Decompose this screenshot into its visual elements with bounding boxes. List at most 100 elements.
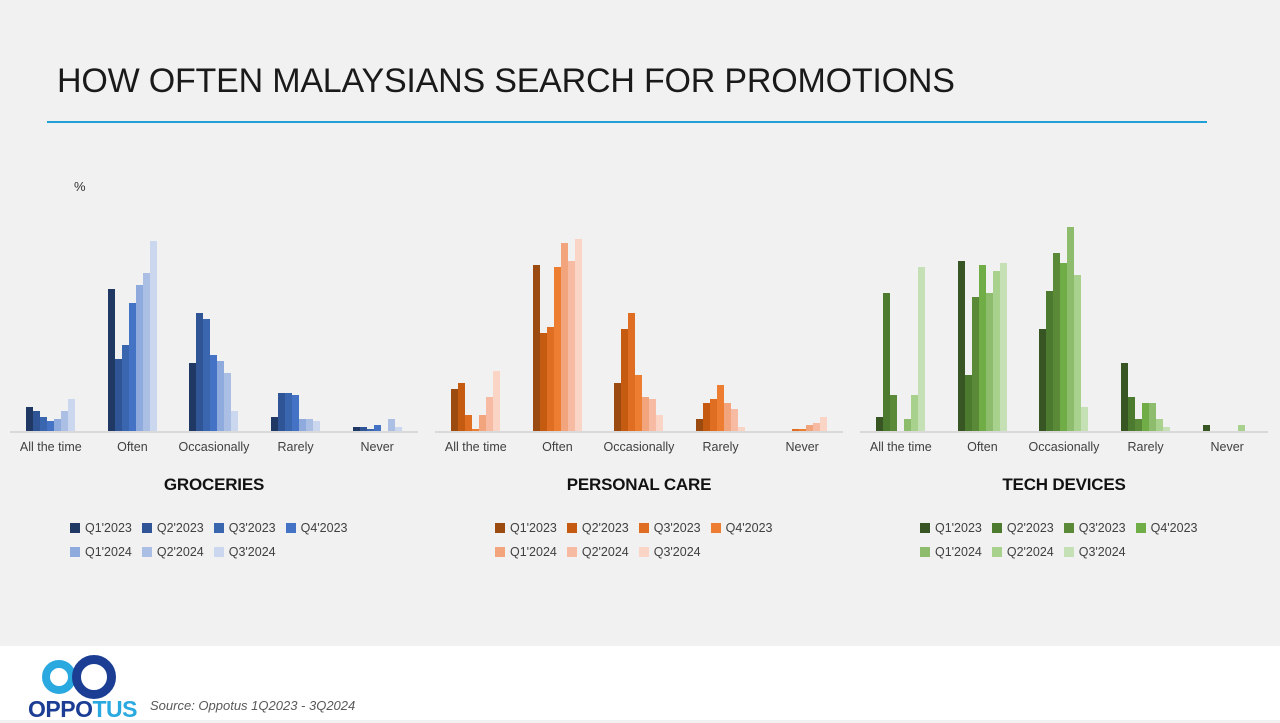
bar-q3-2023 — [791, 429, 799, 431]
legend-row: Q1'2024 Q2'2024 Q3'2024 — [495, 545, 843, 559]
bar-q3-2024 — [68, 399, 76, 431]
legend-label: Q3'2023 — [1078, 521, 1126, 535]
bar-q4-2023 — [798, 429, 806, 431]
bar-q3-2023 — [971, 297, 979, 431]
legend: Q1'2023 Q2'2023 Q3'2023 Q4'2023 Q1'2024 Q2'20… — [10, 521, 418, 559]
bar-group-occasionally — [614, 193, 664, 431]
bar-q3-2024 — [231, 411, 239, 431]
bar-q3-2024 — [493, 371, 501, 431]
category-label: Occasionally — [178, 440, 250, 454]
bar-q3-2024 — [313, 421, 321, 431]
bar-q2-2024 — [224, 373, 232, 431]
bar-q1-2024 — [1149, 403, 1157, 431]
legend-swatch-icon — [1135, 523, 1146, 533]
bar-q1-2023 — [696, 419, 704, 431]
category-label: Rarely — [277, 440, 314, 454]
bar-group-often — [957, 193, 1007, 431]
bar-q3-2024 — [1081, 407, 1089, 431]
bar-q3-2023 — [1135, 419, 1143, 431]
category-label: Never — [360, 440, 394, 454]
bar-q1-2024 — [985, 293, 993, 431]
bar-group-rarely — [271, 193, 321, 431]
bar-q4-2023 — [373, 425, 381, 431]
bar-q3-2023 — [366, 429, 374, 431]
bar-group-often — [107, 193, 157, 431]
bar-q2-2024 — [61, 411, 69, 431]
legend-item: Q3'2023 — [1063, 521, 1126, 535]
legend-item: Q3'2024 — [638, 545, 701, 559]
bar-q2-2023 — [196, 313, 204, 431]
category-label: Often — [542, 440, 573, 454]
bar-q4-2023 — [292, 395, 300, 431]
legend-item: Q1'2024 — [495, 545, 557, 559]
legend-label: Q1'2024 — [935, 545, 982, 559]
bar-q2-2023 — [359, 427, 367, 431]
bar-group-rarely — [1121, 193, 1171, 431]
bar-group-all-the-time — [26, 193, 76, 431]
bar-q1-2024 — [1067, 227, 1075, 431]
bar-q4-2023 — [978, 265, 986, 431]
bar-q1-2023 — [271, 417, 279, 431]
bar-q1-2024 — [479, 415, 487, 431]
bar-q3-2024 — [149, 241, 157, 431]
chart-title: TECH DEVICES — [1002, 475, 1126, 494]
bar-q2-2023 — [703, 403, 711, 431]
bar-group-all-the-time — [876, 193, 926, 431]
bar-group-often — [532, 193, 582, 431]
legend: Q1'2023 Q2'2023 Q3'2023 Q4'2023 Q1'2024 Q2'20… — [435, 521, 843, 559]
category-label: Occasionally — [1028, 440, 1100, 454]
legend-swatch-icon — [991, 523, 1002, 533]
oppotus-logo: OPPOTUS — [28, 652, 148, 722]
legend-swatch-icon — [1063, 523, 1074, 533]
legend-label: Q1'2024 — [510, 545, 557, 559]
bar-q4-2023 — [717, 385, 725, 431]
bar-q2-2024 — [1156, 419, 1164, 431]
bar-q1-2023 — [1039, 329, 1047, 431]
bar-q2-2024 — [812, 423, 820, 431]
bar-q2-2024 — [1074, 275, 1082, 431]
legend-swatch-icon — [566, 547, 577, 557]
legend-item: Q1'2024 — [70, 545, 132, 559]
bar-group-rarely — [696, 193, 746, 431]
logo-infinity-right-circle-icon — [72, 655, 116, 699]
page-title: HOW OFTEN MALAYSIANS SEARCH FOR PROMOTIO… — [57, 62, 955, 100]
legend-swatch-icon — [285, 523, 296, 533]
legend-item: Q2'2023 — [141, 521, 204, 535]
groceries-chart: All the time Often Occasionally Rarely Never… — [10, 193, 418, 569]
source-caption: Source: Oppotus 1Q2023 - 3Q2024 — [150, 698, 356, 713]
legend-item: Q1'2023 — [495, 521, 557, 535]
bar-q2-2023 — [278, 393, 286, 431]
legend-label: Q2'2023 — [1006, 521, 1054, 535]
bar-group-never — [1202, 193, 1252, 431]
charts-row: All the time Often Occasionally Rarely Never… — [10, 193, 1270, 569]
bar-q1-2024 — [724, 403, 732, 431]
category-label: All the time — [19, 440, 82, 454]
legend-item: Q3'2024 — [213, 545, 276, 559]
legend-swatch-icon — [1063, 547, 1074, 557]
bar-group-occasionally — [189, 193, 239, 431]
tech-devices-chart: All the time Often Occasionally Rarely Never… — [860, 193, 1268, 569]
bar-q2-2023 — [621, 329, 629, 431]
bar-q2-2023 — [458, 383, 466, 431]
legend: Q1'2023 Q2'2023 Q3'2023 Q4'2023 Q1'2024 Q2'20… — [860, 521, 1268, 559]
bar-q2-2024 — [1237, 425, 1245, 431]
legend-swatch-icon — [141, 523, 152, 533]
logo-infinity-left-circle-icon — [42, 660, 76, 694]
bar-q2-2024 — [731, 409, 739, 431]
bar-q3-2024 — [999, 263, 1007, 431]
legend-swatch-icon — [638, 547, 649, 557]
legend-item: Q2'2024 — [566, 545, 629, 559]
legend-swatch-icon — [141, 547, 152, 557]
legend-swatch-icon — [213, 523, 224, 533]
category-label: Often — [967, 440, 998, 454]
bar-q2-2024 — [387, 419, 395, 431]
bar-q2-2023 — [539, 333, 547, 431]
bar-q2-2024 — [142, 273, 150, 431]
bar-q1-2023 — [107, 289, 115, 431]
y-axis-unit-label: % — [74, 179, 86, 194]
category-label: Occasionally — [603, 440, 675, 454]
legend-item: Q4'2023 — [285, 521, 348, 535]
category-label: Often — [117, 440, 148, 454]
legend-swatch-icon — [710, 523, 721, 533]
legend-label: Q1'2023 — [935, 521, 982, 535]
